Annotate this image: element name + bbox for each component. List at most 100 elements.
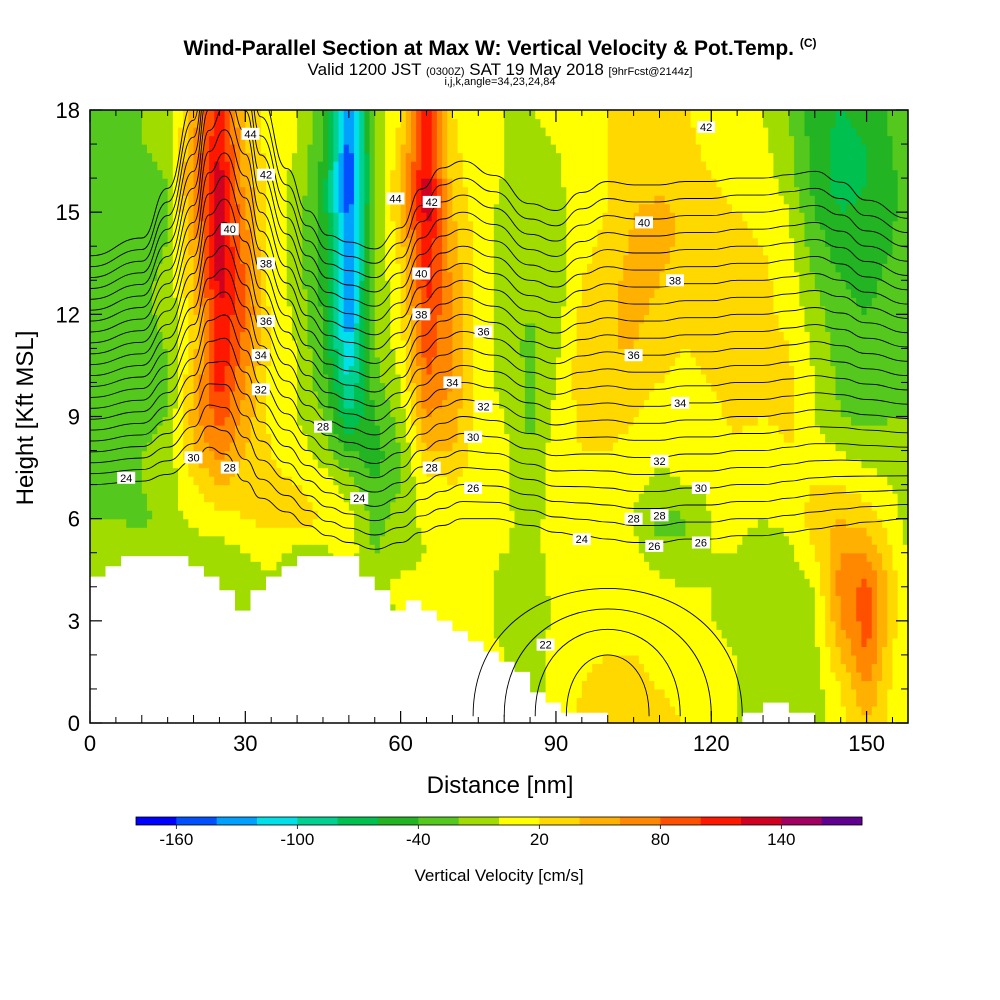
w-cell (234, 586, 241, 596)
w-cell (188, 510, 195, 520)
w-cell (685, 552, 692, 562)
w-cell (110, 561, 117, 571)
w-cell (530, 646, 536, 656)
w-cell (680, 680, 686, 690)
w-cell (95, 476, 101, 486)
w-cell (742, 535, 749, 545)
w-cell (700, 680, 707, 690)
w-cell (592, 501, 598, 511)
w-cell (882, 493, 888, 503)
w-cell (726, 552, 733, 562)
w-cell (638, 671, 645, 682)
w-cell (830, 688, 837, 699)
w-cell (778, 518, 785, 528)
w-cell (576, 646, 583, 656)
w-cell (478, 620, 485, 630)
w-cell (100, 484, 107, 494)
w-cell (561, 595, 567, 605)
w-cell (291, 459, 298, 469)
w-cell (550, 620, 557, 630)
w-cell (716, 501, 723, 511)
w-cell (830, 467, 837, 477)
w-cell (675, 680, 681, 690)
w-cell (783, 671, 790, 682)
w-cell (763, 680, 769, 690)
w-cell (809, 603, 816, 613)
w-cell (592, 680, 598, 690)
w-cell (731, 467, 738, 477)
w-cell (115, 459, 122, 469)
w-cell (193, 493, 200, 503)
w-cell (809, 544, 816, 554)
w-cell (447, 586, 454, 596)
w-cell (224, 552, 231, 562)
w-cell (814, 527, 821, 537)
w-cell (416, 535, 422, 545)
w-cell (467, 561, 474, 571)
w-cell (571, 612, 578, 622)
w-cell (887, 518, 894, 528)
w-cell (550, 518, 557, 528)
w-cell (778, 467, 785, 477)
w-cell (866, 654, 873, 664)
w-cell (457, 527, 464, 537)
w-cell (747, 518, 754, 528)
w-cell (328, 527, 334, 537)
w-cell (214, 535, 221, 545)
w-cell (587, 637, 593, 647)
w-cell (540, 527, 547, 537)
w-cell (597, 663, 604, 673)
w-cell (504, 484, 510, 494)
w-cell (592, 612, 598, 622)
w-cell (737, 586, 743, 596)
w-cell (633, 629, 640, 639)
w-cell (203, 527, 210, 537)
w-cell (902, 646, 908, 656)
w-cell (607, 688, 614, 699)
w-cell (266, 476, 272, 486)
w-cell (193, 501, 200, 511)
w-cell (576, 518, 583, 528)
w-cell (535, 501, 542, 511)
w-cell (856, 544, 863, 554)
w-cell (209, 493, 215, 503)
w-cell (514, 569, 521, 579)
w-cell (587, 654, 593, 664)
w-cell (830, 552, 837, 562)
w-cell (597, 680, 604, 690)
w-cell (276, 484, 283, 494)
w-cell (260, 501, 267, 511)
w-cell (866, 544, 873, 554)
w-cell (721, 646, 728, 656)
w-cell (788, 527, 795, 537)
w-cell (561, 544, 567, 554)
w-cell (545, 510, 552, 520)
w-cell (643, 586, 650, 596)
w-cell (783, 561, 790, 571)
w-cell (400, 535, 407, 545)
w-cell (607, 586, 614, 596)
w-cell (493, 476, 500, 486)
w-cell (757, 663, 764, 673)
w-cell (623, 552, 630, 562)
w-cell (302, 527, 309, 537)
w-cell (509, 637, 516, 647)
w-cell (478, 552, 485, 562)
w-cell (209, 501, 215, 511)
w-cell (592, 688, 598, 699)
w-cell (379, 476, 386, 486)
w-cell (297, 544, 303, 554)
w-cell (478, 561, 485, 571)
w-cell (540, 620, 547, 630)
w-cell (493, 459, 500, 469)
w-cell (473, 586, 479, 596)
w-cell (499, 612, 505, 622)
w-cell (576, 569, 583, 579)
w-cell (524, 654, 531, 664)
w-cell (887, 603, 894, 613)
w-cell (405, 459, 412, 469)
w-cell (742, 578, 749, 588)
w-cell (514, 484, 521, 494)
w-cell (535, 646, 542, 656)
w-cell (768, 680, 774, 690)
